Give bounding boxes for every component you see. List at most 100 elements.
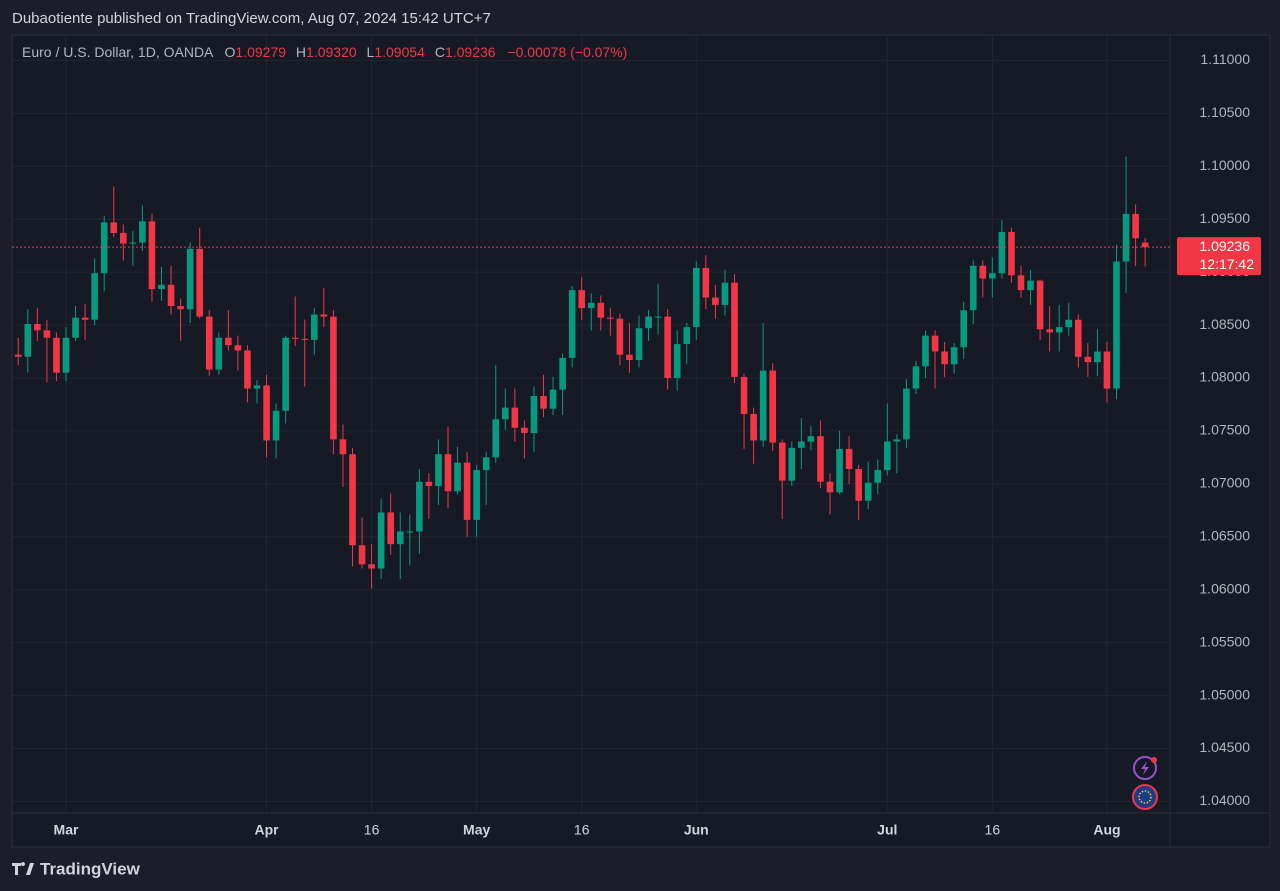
candle-body <box>864 482 872 501</box>
last-price-box <box>1177 237 1261 276</box>
x-tick-label: Mar <box>54 822 79 838</box>
y-tick-label: 1.07000 <box>1199 475 1250 491</box>
candle-body <box>855 469 862 501</box>
candle-body <box>72 317 79 338</box>
x-tick-label: 16 <box>574 822 590 838</box>
candle-body <box>311 314 318 340</box>
candle-body <box>616 318 624 355</box>
candle-body <box>368 564 375 569</box>
candle-body <box>205 316 213 370</box>
candle-body <box>884 441 891 471</box>
candle-body <box>339 439 347 455</box>
candle-body <box>272 410 280 441</box>
candle-body <box>435 454 442 486</box>
candle-body <box>225 337 232 346</box>
candle-body <box>683 327 691 345</box>
candle-body <box>1027 280 1034 291</box>
logo-mark <box>12 862 34 875</box>
candle-body <box>253 385 261 389</box>
candle-body <box>91 273 98 320</box>
candle-body <box>798 441 805 448</box>
candle-body <box>874 470 882 483</box>
candle-body <box>1055 327 1063 333</box>
candle-body <box>1122 213 1130 262</box>
candle-body <box>903 388 910 440</box>
candle-body <box>1132 213 1139 239</box>
candle-body <box>377 512 385 569</box>
lightning-glyph <box>1141 761 1149 775</box>
candle-body <box>836 448 843 493</box>
candle-body <box>807 436 815 442</box>
candle-body <box>664 316 671 378</box>
candle-body <box>817 436 824 482</box>
candle-body <box>626 354 633 360</box>
candle-body <box>502 407 509 420</box>
candle-body <box>950 347 958 365</box>
axes: 1.04000 1.04500 1.05000 1.05500 1.06000 1.065… <box>54 51 1261 838</box>
candle-body <box>1075 319 1082 357</box>
candle-body <box>81 317 89 320</box>
ohlc-value: 1.09320 <box>306 44 357 60</box>
candle-body <box>62 337 70 373</box>
candle-body <box>1084 356 1092 363</box>
candle-body <box>301 338 309 340</box>
candle-body <box>989 273 996 279</box>
candle-body <box>349 454 356 546</box>
candle-body <box>1113 261 1120 389</box>
x-tick-label: Apr <box>254 822 279 838</box>
y-tick-label: 1.04000 <box>1199 792 1250 808</box>
y-tick-label: 1.05500 <box>1199 633 1250 649</box>
candle-body <box>1008 231 1015 276</box>
candle-body <box>750 413 757 441</box>
candle-body <box>244 350 251 389</box>
y-tick-label: 1.06500 <box>1199 527 1250 543</box>
x-tick-label: May <box>463 822 490 838</box>
candle-body <box>406 531 414 533</box>
candle-body <box>492 419 500 458</box>
brand-logo <box>12 862 34 875</box>
candle-body <box>893 439 901 442</box>
candle-body <box>578 290 585 309</box>
candle-body <box>597 302 605 318</box>
candle-body <box>416 481 423 532</box>
last-price-label: 1.09236 <box>1199 238 1250 254</box>
candle-body <box>540 395 547 409</box>
eu-stars <box>1138 790 1152 804</box>
candle-body <box>291 337 299 339</box>
candle-body <box>568 290 576 358</box>
candle-body <box>454 462 461 492</box>
candle-body <box>759 370 767 441</box>
candles <box>12 156 1170 589</box>
candle-body <box>129 242 137 244</box>
y-tick-label: 1.10500 <box>1199 104 1250 120</box>
candle-body <box>34 323 41 331</box>
candle-body <box>282 337 289 411</box>
candle-body <box>1017 275 1025 291</box>
ohlc-letter: L <box>367 44 375 60</box>
candle-body <box>912 366 920 389</box>
icons <box>1132 756 1158 810</box>
candle-body <box>100 222 108 274</box>
candle-body <box>788 447 796 481</box>
symbol: Euro / U.S. Dollar, 1D, OANDA <box>22 44 214 60</box>
eu-flag-icon[interactable] <box>1132 784 1158 810</box>
candle-body <box>521 427 528 434</box>
lightning-icon[interactable] <box>1133 756 1157 780</box>
x-tick-label: 16 <box>364 822 380 838</box>
candle-body <box>43 330 51 338</box>
candle-body <box>559 357 566 390</box>
candle-body <box>139 221 146 243</box>
candle-body <box>931 335 939 352</box>
x-tick-label: Aug <box>1093 822 1120 838</box>
candle-body <box>473 470 480 520</box>
candle-body <box>263 385 270 441</box>
candle-body <box>922 335 929 367</box>
candle-body <box>396 531 404 545</box>
candle-body <box>1141 242 1149 248</box>
candle-body <box>712 297 719 305</box>
candle-body <box>731 282 738 377</box>
candle-body <box>120 232 127 244</box>
candle-body <box>463 462 471 520</box>
candle-body <box>110 222 118 233</box>
